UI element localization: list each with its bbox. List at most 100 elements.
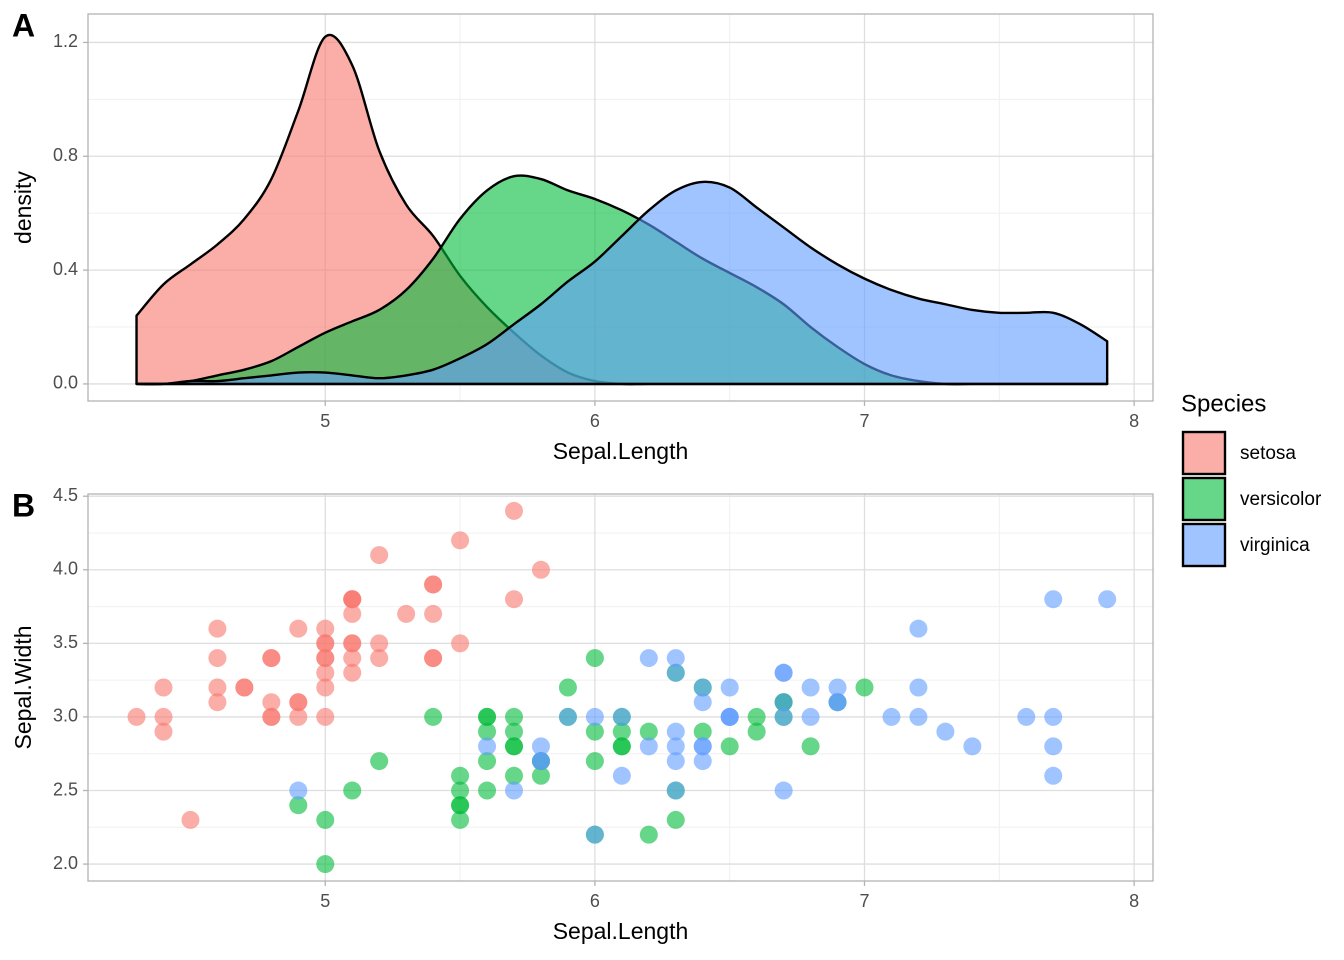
point	[531, 560, 550, 579]
point	[451, 810, 470, 829]
point	[639, 825, 658, 844]
point	[316, 678, 335, 697]
y-tick-label: 3.0	[53, 706, 78, 726]
point	[774, 781, 793, 800]
point	[909, 619, 928, 638]
point	[343, 649, 362, 668]
point	[666, 752, 685, 771]
point	[693, 737, 712, 756]
point	[531, 766, 550, 785]
point	[585, 825, 604, 844]
point	[424, 649, 443, 668]
point	[451, 634, 470, 653]
point	[693, 752, 712, 771]
point	[154, 707, 173, 726]
point	[801, 737, 820, 756]
y-tick-label: 2.5	[53, 779, 78, 799]
point	[154, 678, 173, 697]
y-tick-label: 3.5	[53, 632, 78, 652]
point	[909, 707, 928, 726]
point	[1044, 737, 1063, 756]
point	[208, 619, 227, 638]
point	[424, 707, 443, 726]
y-tick-label: 2.0	[53, 853, 78, 873]
x-axis-title: Sepal.Length	[553, 438, 689, 464]
point	[478, 752, 497, 771]
point	[612, 766, 631, 785]
point	[828, 693, 847, 712]
x-tick-label: 6	[590, 411, 600, 431]
point	[1017, 707, 1036, 726]
point	[909, 678, 928, 697]
point	[478, 781, 497, 800]
point	[666, 722, 685, 741]
legend-label: virginica	[1240, 535, 1310, 556]
point	[531, 737, 550, 756]
legend-key	[1181, 522, 1227, 568]
point	[316, 663, 335, 682]
x-tick-label: 8	[1129, 411, 1139, 431]
point	[558, 678, 577, 697]
point	[316, 619, 335, 638]
point	[208, 693, 227, 712]
point	[639, 722, 658, 741]
point	[666, 663, 685, 682]
point	[478, 737, 497, 756]
point	[774, 707, 793, 726]
point	[666, 737, 685, 756]
legend-key	[1181, 430, 1227, 476]
point	[693, 678, 712, 697]
panel-border	[87, 13, 1154, 402]
point	[370, 634, 389, 653]
point	[505, 722, 523, 741]
point	[585, 722, 604, 741]
x-tick-label: 5	[320, 891, 330, 911]
point	[235, 678, 254, 697]
point	[720, 707, 739, 726]
point	[343, 590, 362, 609]
point	[316, 649, 335, 668]
panel-border	[87, 493, 1154, 882]
point	[693, 693, 712, 712]
point	[774, 663, 793, 682]
point	[612, 707, 631, 726]
panel-background	[88, 494, 1153, 881]
point	[936, 722, 955, 741]
y-tick-label: 0.8	[53, 145, 78, 165]
point	[801, 707, 820, 726]
point	[612, 737, 631, 756]
point	[451, 781, 470, 800]
point	[289, 781, 308, 800]
point	[316, 855, 335, 874]
point	[612, 722, 631, 741]
point	[316, 707, 335, 726]
point	[505, 781, 523, 800]
point	[289, 796, 308, 815]
y-tick-label: 1.2	[53, 31, 78, 51]
point	[505, 501, 523, 520]
x-tick-label: 7	[859, 891, 869, 911]
x-tick-label: 5	[320, 411, 330, 431]
point	[154, 722, 173, 741]
point	[451, 766, 470, 785]
point	[774, 693, 793, 712]
point	[639, 649, 658, 668]
point	[397, 604, 416, 623]
point	[666, 810, 685, 829]
point	[316, 810, 335, 829]
point	[505, 766, 523, 785]
point	[666, 649, 685, 668]
point	[855, 678, 874, 697]
point	[1098, 590, 1117, 609]
point	[424, 575, 443, 594]
point	[262, 693, 281, 712]
point	[262, 649, 281, 668]
point	[531, 752, 550, 771]
point	[505, 707, 523, 726]
point	[451, 531, 470, 550]
point	[343, 663, 362, 682]
point	[343, 604, 362, 623]
point	[208, 678, 227, 697]
point	[666, 781, 685, 800]
